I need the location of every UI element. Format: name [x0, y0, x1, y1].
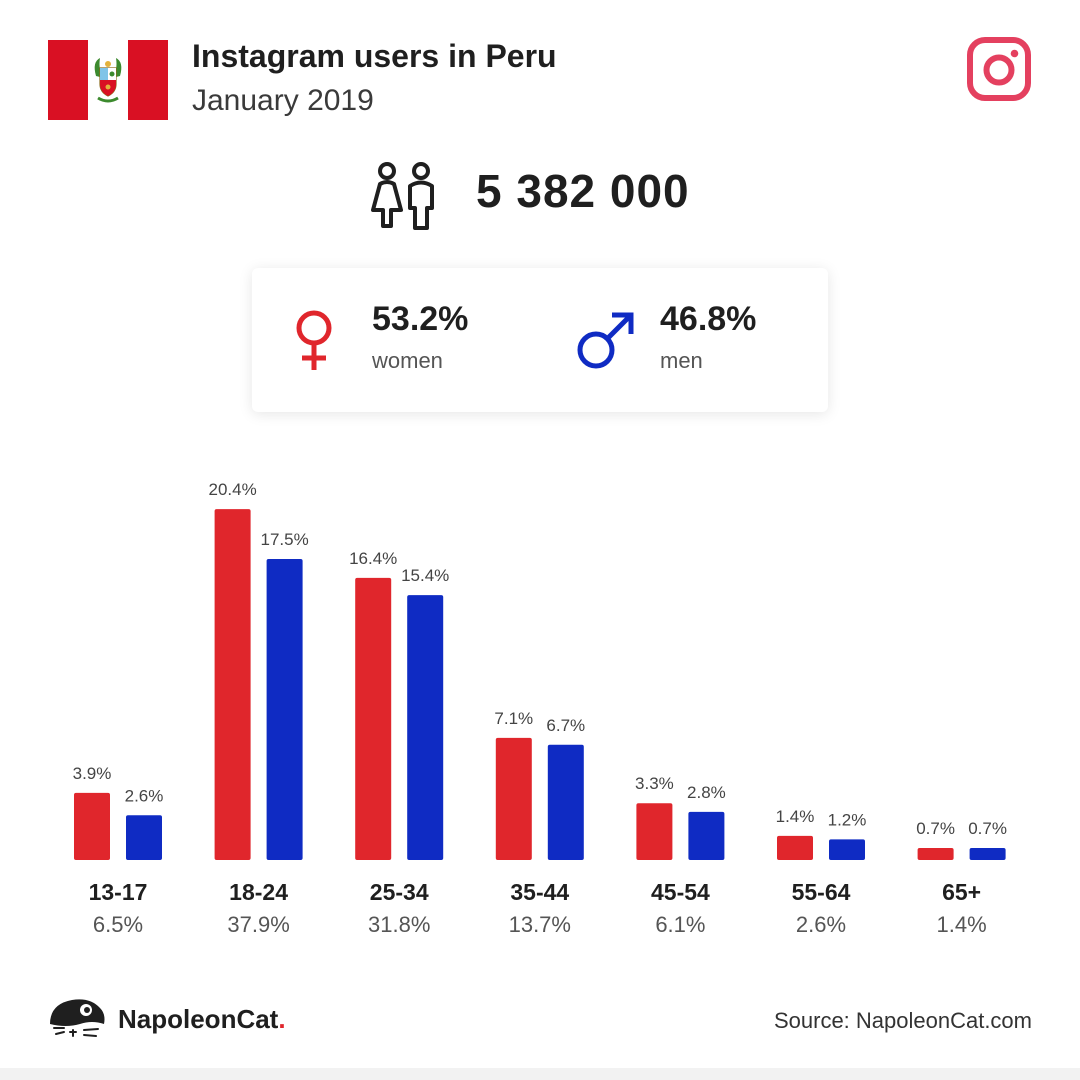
bar-men-65+: [969, 847, 1006, 860]
napoleoncat-logo-icon: [50, 999, 105, 1037]
men-percentage: 46.8%: [660, 300, 757, 338]
bar-value-label: 3.3%: [635, 774, 674, 793]
bar-men-18-24: [266, 559, 303, 860]
bar-value-label: 6.7%: [546, 716, 585, 735]
bar-men-25-34: [407, 595, 444, 860]
women-percentage: 53.2%: [372, 300, 469, 338]
bar-women-65+: [917, 847, 954, 860]
category-total-label: 31.8%: [368, 912, 430, 937]
bar-value-label: 20.4%: [208, 480, 256, 499]
female-symbol-icon: [296, 310, 332, 370]
category-label: 18-24: [229, 879, 288, 905]
bar-value-label: 1.2%: [828, 810, 867, 829]
age-gender-bar-chart: 3.9% 2.6% 13-17 6.5% 20.4% 17.5% 18-24 37.9% 16.…: [73, 480, 1007, 937]
bottom-strip: [0, 1068, 1080, 1080]
category-total-label: 6.5%: [93, 912, 143, 937]
male-symbol-icon: [577, 312, 634, 369]
users-icon: [371, 162, 434, 230]
category-label: 45-54: [651, 879, 710, 905]
page-title: Instagram users in Peru: [192, 38, 557, 74]
category-total-label: 1.4%: [937, 912, 987, 937]
bar-women-13-17: [74, 792, 110, 860]
bar-men-13-17: [126, 815, 162, 860]
brand-dot: .: [278, 1004, 286, 1034]
category-total-label: 13.7%: [509, 912, 571, 937]
category-label: 35-44: [510, 879, 569, 905]
bar-men-45-54: [688, 811, 725, 860]
gender-split-card: 53.2% women 46.8% men: [252, 268, 828, 412]
total-users-count: 5 382 000: [476, 165, 690, 217]
bar-women-35-44: [495, 737, 532, 860]
bar-value-label: 0.7%: [968, 819, 1007, 838]
bar-value-label: 2.6%: [125, 786, 164, 805]
bar-men-35-44: [547, 744, 584, 860]
bar-women-25-34: [355, 577, 392, 860]
bar-value-label: 0.7%: [916, 819, 955, 838]
brand-name: NapoleonCat.: [118, 1004, 286, 1035]
bar-men-55-64: [829, 839, 865, 860]
category-total-label: 6.1%: [655, 912, 705, 937]
category-label: 55-64: [792, 879, 851, 905]
category-total-label: 37.9%: [227, 912, 289, 937]
bar-value-label: 15.4%: [401, 566, 449, 585]
category-label: 65+: [942, 879, 981, 905]
bar-value-label: 7.1%: [494, 709, 533, 728]
bar-value-label: 1.4%: [776, 807, 815, 826]
page-subtitle: January 2019: [192, 84, 374, 117]
men-label: men: [660, 348, 703, 373]
source-note: Source: NapoleonCat.com: [773, 1008, 1032, 1033]
category-total-label: 2.6%: [796, 912, 846, 937]
women-label: women: [372, 348, 443, 373]
peru-flag-icon: [48, 40, 168, 120]
bar-value-label: 2.8%: [687, 783, 726, 802]
bar-women-55-64: [777, 835, 813, 860]
bar-women-18-24: [214, 509, 251, 860]
coat-of-arms-icon: [94, 58, 122, 103]
category-label: 13-17: [89, 879, 148, 905]
instagram-logo-icon: [967, 37, 1031, 101]
bar-value-label: 16.4%: [349, 549, 397, 568]
category-label: 25-34: [370, 879, 429, 905]
bar-value-label: 17.5%: [260, 530, 308, 549]
bar-women-45-54: [636, 803, 673, 860]
brand-name-text: NapoleonCat: [118, 1004, 279, 1034]
bar-value-label: 3.9%: [73, 764, 112, 783]
